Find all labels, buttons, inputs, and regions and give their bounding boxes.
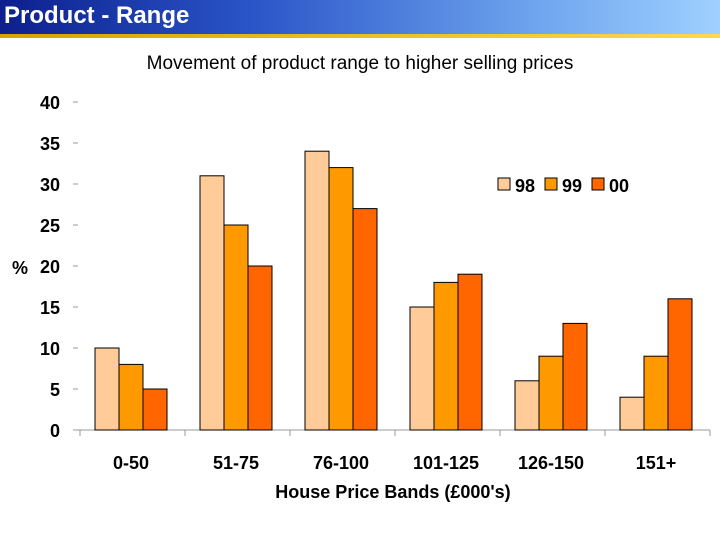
y-tick-label: 25 [40, 216, 60, 236]
x-tick-label: 126-150 [518, 453, 584, 473]
y-tick-label: 40 [40, 93, 60, 113]
y-tick-label: 15 [40, 298, 60, 318]
y-tick-label: 30 [40, 175, 60, 195]
bar-99-0-50 [118, 363, 144, 431]
legend-swatch-99 [544, 177, 558, 191]
legend-swatch-98 [497, 177, 511, 191]
bar-00-101-125 [457, 273, 483, 431]
bar-99-76-100 [328, 167, 354, 431]
y-tick-label: 35 [40, 134, 60, 154]
y-tick-label: 0 [50, 421, 60, 441]
x-tick-label: 0-50 [113, 453, 149, 473]
bar-99-51-75 [223, 224, 249, 431]
legend-label-99: 99 [562, 176, 582, 196]
bar-98-0-50 [94, 347, 120, 431]
bar-99-101-125 [433, 281, 459, 431]
y-tick-label: 20 [40, 257, 60, 277]
bar-00-76-100 [352, 208, 378, 431]
bar-00-0-50 [142, 388, 168, 431]
bar-99-126-150 [538, 355, 564, 431]
x-tick-label: 51-75 [213, 453, 259, 473]
bar-98-51-75 [199, 175, 225, 431]
legend-swatch-00 [591, 177, 605, 191]
x-tick-label: 101-125 [413, 453, 479, 473]
x-axis-label: House Price Bands (£000's) [275, 482, 510, 502]
title-bar: Product - Range [0, 0, 720, 38]
bar-00-151+ [667, 298, 693, 431]
y-tick-label: 5 [50, 380, 60, 400]
bar-00-126-150 [562, 322, 588, 431]
chart-subtitle: Movement of product range to higher sell… [146, 53, 574, 74]
bar-98-101-125 [409, 306, 435, 431]
bar-98-76-100 [304, 150, 330, 431]
slide-title: Product - Range [4, 2, 190, 29]
bar-98-151+ [619, 396, 645, 431]
bar-98-126-150 [514, 380, 540, 431]
legend-label-00: 00 [609, 176, 629, 196]
bar-99-151+ [643, 355, 669, 431]
bar-00-51-75 [247, 265, 273, 431]
x-tick-label: 76-100 [313, 453, 369, 473]
y-axis-label: % [12, 258, 28, 278]
x-tick-label: 151+ [636, 453, 677, 473]
legend-label-98: 98 [515, 176, 535, 196]
y-tick-label: 10 [40, 339, 60, 359]
